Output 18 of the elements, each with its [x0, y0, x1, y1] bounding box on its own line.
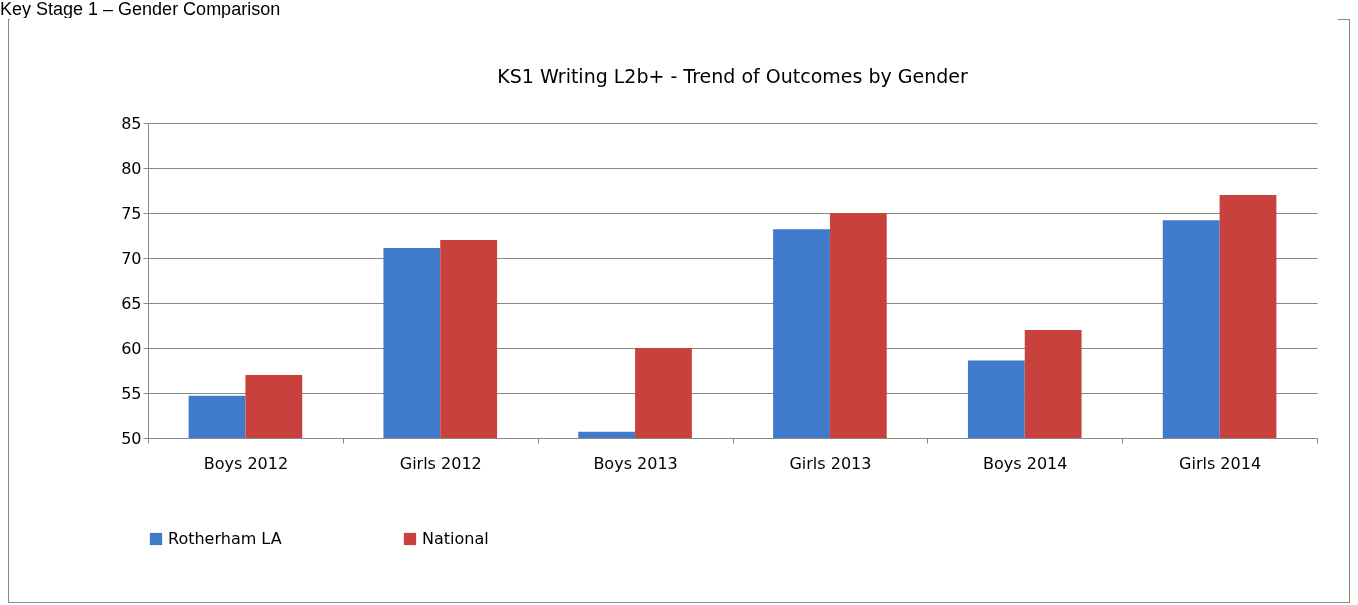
chart-title: KS1 Writing L2b+ - Trend of Outcomes by Gender — [497, 65, 968, 87]
y-tick-label: 70 — [121, 248, 142, 268]
y-tick-label: 85 — [121, 113, 142, 133]
legend-label: National — [422, 529, 489, 548]
y-tick-label: 65 — [121, 293, 142, 313]
x-tick-label: Boys 2014 — [983, 453, 1068, 473]
legend-label: Rotherham LA — [168, 529, 282, 548]
x-tick-label: Girls 2012 — [399, 453, 482, 473]
y-tick-label: 55 — [121, 383, 142, 403]
y-tick-label: 75 — [121, 203, 142, 223]
x-tick-label: Girls 2014 — [1179, 453, 1262, 473]
text: Key Stage 1 – Gender Comparison — [0, 0, 281, 19]
x-tick-label: Boys 2012 — [203, 453, 289, 473]
x-tick-label: Boys 2013 — [593, 453, 678, 473]
y-tick-label: 80 — [121, 158, 142, 178]
y-tick-label: 60 — [121, 338, 142, 358]
x-tick-label: Girls 2013 — [789, 453, 872, 473]
y-tick-label: 50 — [121, 428, 142, 448]
